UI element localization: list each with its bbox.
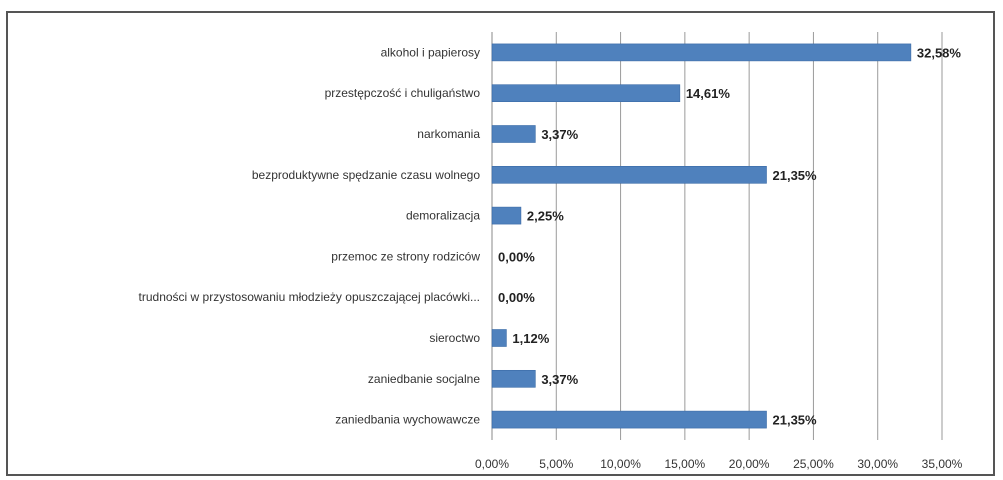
x-tick-label: 5,00% (539, 457, 573, 471)
value-label: 0,00% (498, 290, 535, 305)
bars (491, 43, 912, 429)
value-label: 3,37% (541, 372, 578, 387)
bar (491, 206, 522, 225)
value-label: 32,58% (917, 45, 962, 60)
x-tick-label: 25,00% (793, 457, 834, 471)
value-label: 21,35% (773, 413, 818, 428)
value-label: 14,61% (686, 86, 731, 101)
category-label: trudności w przystosowaniu młodzieży opu… (139, 290, 480, 304)
value-label: 3,37% (541, 127, 578, 142)
x-tick-label: 10,00% (600, 457, 641, 471)
category-labels: alkohol i papierosy przestępczość i chuli… (139, 45, 481, 426)
bar (491, 410, 767, 429)
category-label: zaniedbania wychowawcze (335, 413, 480, 427)
category-label: bezproduktywne spędzanie czasu wolnego (252, 168, 480, 182)
value-label: 21,35% (773, 168, 818, 183)
x-axis-ticks: 0,00% 5,00% 10,00% 15,00% 20,00% 25,00% 30,00%… (475, 457, 963, 471)
value-labels: 32,58% 14,61% 3,37% 21,35% 2,25% 0,00% 0,00% 1,… (498, 45, 961, 427)
x-tick-label: 35,00% (922, 457, 963, 471)
x-tick-label: 0,00% (475, 457, 509, 471)
x-tick-label: 15,00% (665, 457, 706, 471)
bar (491, 84, 681, 102)
bar (491, 43, 912, 62)
category-label: przestępczość i chuligaństwo (325, 86, 481, 100)
bar (491, 369, 536, 388)
category-label: przemoc ze strony rodziców (331, 249, 480, 263)
value-label: 2,25% (527, 209, 564, 224)
category-label: zaniedbanie socjalne (368, 372, 480, 386)
value-label: 1,12% (512, 331, 549, 346)
category-label: demoralizacja (406, 209, 480, 223)
value-label: 0,00% (498, 249, 535, 264)
bar (491, 166, 767, 184)
category-label: narkomania (417, 127, 480, 141)
x-tick-label: 20,00% (729, 457, 770, 471)
bar (491, 125, 536, 143)
category-label: alkohol i papierosy (381, 45, 480, 59)
category-label: sieroctwo (429, 331, 480, 345)
bar (491, 329, 507, 347)
x-tick-label: 30,00% (857, 457, 898, 471)
